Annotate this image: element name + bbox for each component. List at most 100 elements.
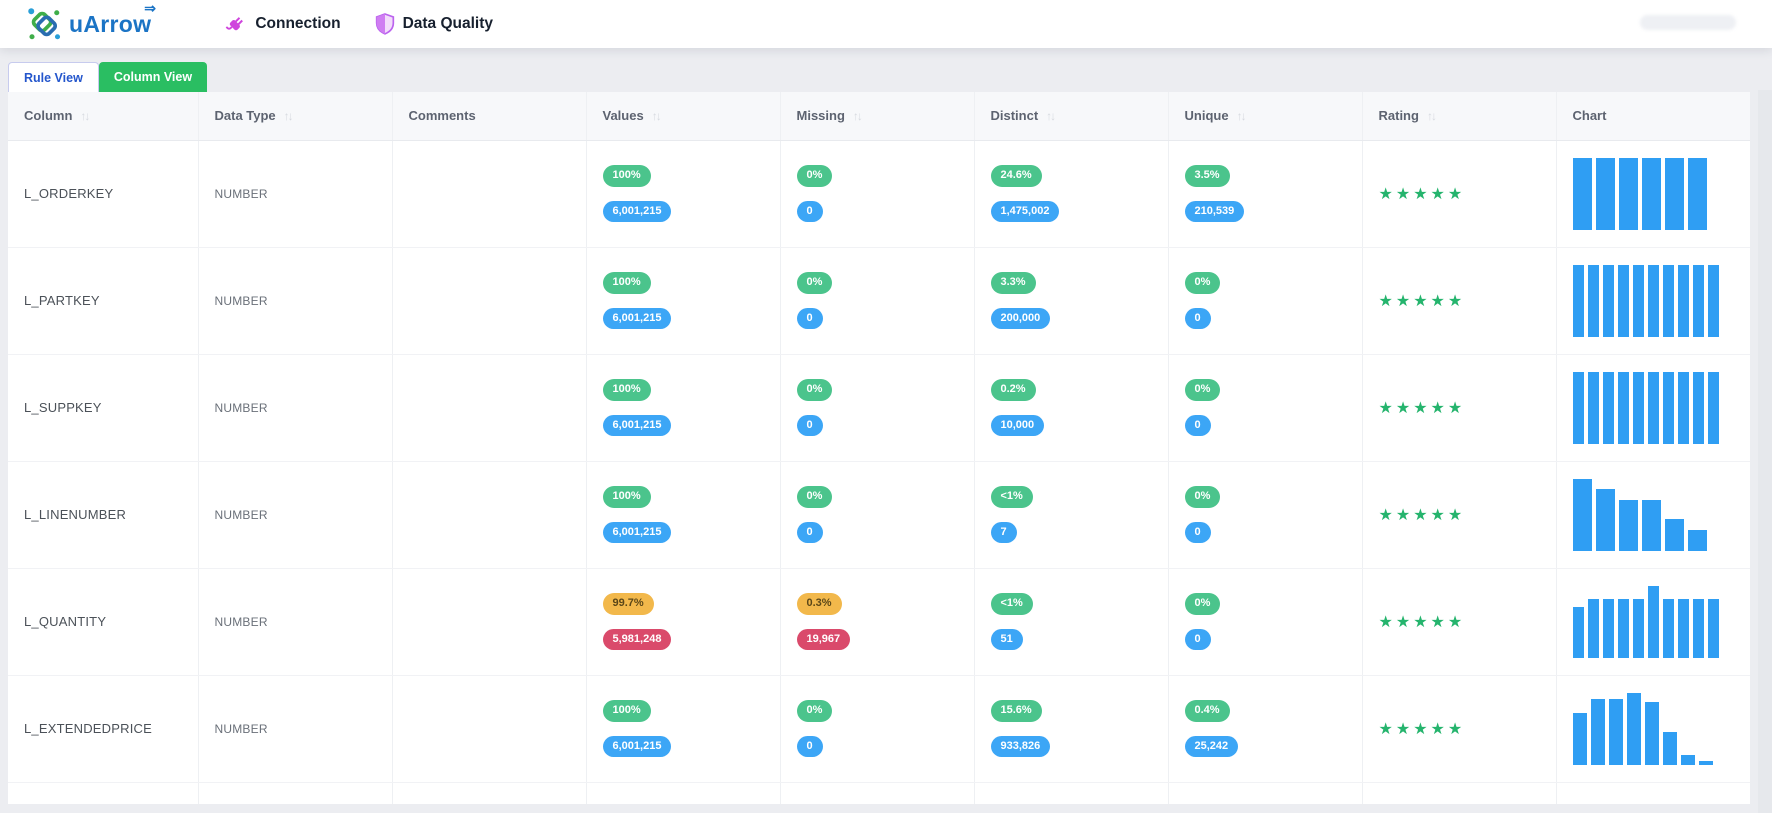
unique-percent-badge: 0.4% xyxy=(1184,700,1230,722)
unique-badges: 0% 0 xyxy=(1184,379,1354,436)
sort-icon[interactable]: ↑↓ xyxy=(1046,109,1056,124)
brand-logo[interactable]: uArrow ⇒ xyxy=(26,1,156,42)
bar xyxy=(1602,264,1614,337)
bar xyxy=(1707,371,1719,444)
data-type-value: NUMBER xyxy=(214,721,268,736)
column-header-values[interactable]: Values ↑↓ xyxy=(586,92,781,141)
column-name: L_PARTKEY xyxy=(24,292,100,308)
nav-item-connection[interactable]: Connection xyxy=(225,13,341,35)
sort-icon[interactable]: ↑↓ xyxy=(1236,109,1247,124)
distinct-count-badge: 933,826 xyxy=(990,735,1051,757)
column-header-missing[interactable]: Missing ↑↓ xyxy=(780,92,975,141)
bar xyxy=(1662,598,1674,658)
distinct-percent-badge: 0.2% xyxy=(990,379,1036,401)
bar xyxy=(1587,371,1599,444)
cell-column: L_QUANTITY xyxy=(8,568,199,676)
mini-bar-chart xyxy=(1572,478,1743,551)
cell-chart xyxy=(1556,140,1750,248)
values-count-badge: 6,001,215 xyxy=(602,735,672,757)
uarrow-knot-icon xyxy=(26,6,62,42)
cell-column: L_EXTENDEDPRICE xyxy=(8,675,199,783)
data-type-value: NUMBER xyxy=(214,614,268,629)
cell-empty xyxy=(1556,782,1750,804)
bar xyxy=(1692,371,1704,444)
tab-column-view[interactable]: Column View xyxy=(98,62,208,92)
cell-values: 100% 6,001,215 xyxy=(586,247,781,355)
sort-icon[interactable]: ↑↓ xyxy=(80,109,90,124)
cell-empty xyxy=(198,782,393,804)
cell-chart xyxy=(1556,568,1750,676)
data-type-value: NUMBER xyxy=(214,186,268,201)
column-header-column[interactable]: Column ↑↓ xyxy=(8,92,199,141)
cell-unique: 0% 0 xyxy=(1168,461,1363,569)
column-header-distinct[interactable]: Distinct ↑↓ xyxy=(974,92,1169,141)
nav-item-data-quality[interactable]: Data Quality xyxy=(375,13,493,35)
unique-count-badge: 25,242 xyxy=(1184,735,1239,757)
sort-icon[interactable]: ↑↓ xyxy=(1426,109,1437,124)
distinct-badges: <1% 51 xyxy=(990,593,1160,650)
unique-badges: 3.5% 210,539 xyxy=(1184,165,1354,222)
cell-column: L_SUPPKEY xyxy=(8,354,199,462)
column-header-label: Column xyxy=(24,108,73,124)
plug-icon xyxy=(225,13,247,35)
sort-icon[interactable]: ↑↓ xyxy=(852,109,863,124)
missing-count-badge: 19,967 xyxy=(796,628,851,650)
values-percent-badge: 100% xyxy=(602,700,651,722)
cell-chart xyxy=(1556,675,1750,783)
values-badges: 100% 6,001,215 xyxy=(602,700,772,757)
column-header-label: Unique xyxy=(1184,108,1229,124)
column-header-unique[interactable]: Unique ↑↓ xyxy=(1168,92,1363,141)
cell-distinct: 24.6% 1,475,002 xyxy=(974,140,1169,248)
sort-icon[interactable]: ↑↓ xyxy=(651,109,662,124)
cell-comments xyxy=(392,568,587,676)
bar xyxy=(1587,598,1599,658)
bar xyxy=(1617,598,1629,658)
cell-rating: ★★★★★ xyxy=(1362,247,1557,355)
blurred-toolbar-placeholder xyxy=(1640,15,1736,30)
missing-badges: 0% 0 xyxy=(796,272,966,329)
cell-unique: 0% 0 xyxy=(1168,354,1363,462)
bar xyxy=(1687,157,1707,230)
bar xyxy=(1572,157,1592,230)
unique-count-badge: 0 xyxy=(1184,414,1211,436)
data-type-value: NUMBER xyxy=(214,507,268,522)
column-name: L_ORDERKEY xyxy=(24,185,114,201)
column-name: L_SUPPKEY xyxy=(24,399,102,415)
bar xyxy=(1677,371,1689,444)
column-header-label: Values xyxy=(602,108,644,124)
sort-icon[interactable]: ↑↓ xyxy=(283,109,294,124)
cell-empty xyxy=(780,782,975,804)
vertical-scrollbar[interactable] xyxy=(1758,90,1772,813)
tab-rule-view[interactable]: Rule View xyxy=(8,62,99,92)
missing-badges: 0% 0 xyxy=(796,700,966,757)
cell-empty xyxy=(1362,782,1557,804)
nav-item-label: Data Quality xyxy=(402,15,494,32)
missing-percent-badge: 0% xyxy=(796,700,833,722)
bar xyxy=(1677,264,1689,337)
cell-values: 99.7% 5,981,248 xyxy=(586,568,781,676)
bar xyxy=(1664,157,1684,230)
bar xyxy=(1677,598,1689,658)
bar xyxy=(1617,371,1629,444)
cell-missing: 0% 0 xyxy=(780,675,975,783)
column-header-data-type[interactable]: Data Type ↑↓ xyxy=(198,92,393,141)
cell-unique: 0.4% 25,242 xyxy=(1168,675,1363,783)
cell-missing: 0% 0 xyxy=(780,461,975,569)
bar xyxy=(1641,499,1661,551)
unique-percent-badge: 0% xyxy=(1184,486,1221,508)
rating-stars: ★★★★★ xyxy=(1378,506,1466,524)
column-header-label: Chart xyxy=(1572,108,1607,124)
cell-empty xyxy=(392,782,587,804)
distinct-count-badge: 200,000 xyxy=(990,307,1051,329)
cell-comments xyxy=(392,461,587,569)
cell-distinct: 3.3% 200,000 xyxy=(974,247,1169,355)
mini-bar-chart xyxy=(1572,264,1743,337)
table-header-row: Column ↑↓ Data Type ↑↓ Comments Values ↑↓ Missi… xyxy=(8,92,1750,141)
column-header-rating[interactable]: Rating ↑↓ xyxy=(1362,92,1557,141)
missing-count-badge: 0 xyxy=(796,307,823,329)
shield-icon xyxy=(375,13,395,35)
cell-missing: 0.3% 19,967 xyxy=(780,568,975,676)
cell-comments xyxy=(392,354,587,462)
cell-chart xyxy=(1556,354,1750,462)
bar xyxy=(1572,712,1587,765)
